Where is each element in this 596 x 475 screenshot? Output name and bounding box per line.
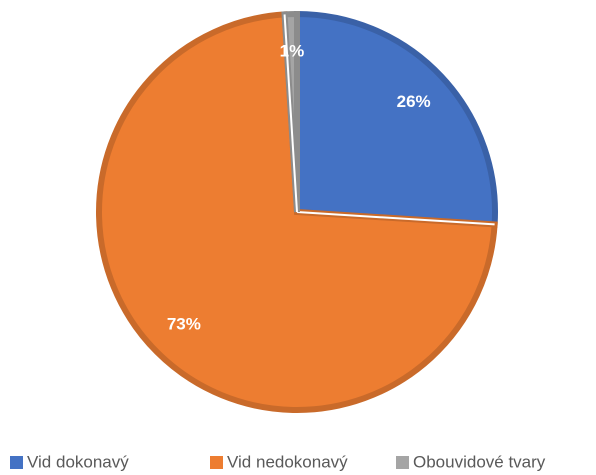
data-label: 73% <box>167 315 201 334</box>
legend-label: Vid dokonavý <box>27 452 129 471</box>
pie-slice <box>96 11 498 413</box>
legend-swatch <box>396 456 409 469</box>
legend-swatch <box>10 456 23 469</box>
legend-label: Vid nedokonavý <box>227 452 348 471</box>
legend-swatch <box>210 456 223 469</box>
slice-separator <box>283 14 298 213</box>
slice-separator <box>296 211 495 226</box>
pie-slice <box>294 10 498 228</box>
data-label: 26% <box>397 92 431 111</box>
legend-label: Obouvidové tvary <box>413 452 546 471</box>
data-label: 1% <box>280 42 305 61</box>
